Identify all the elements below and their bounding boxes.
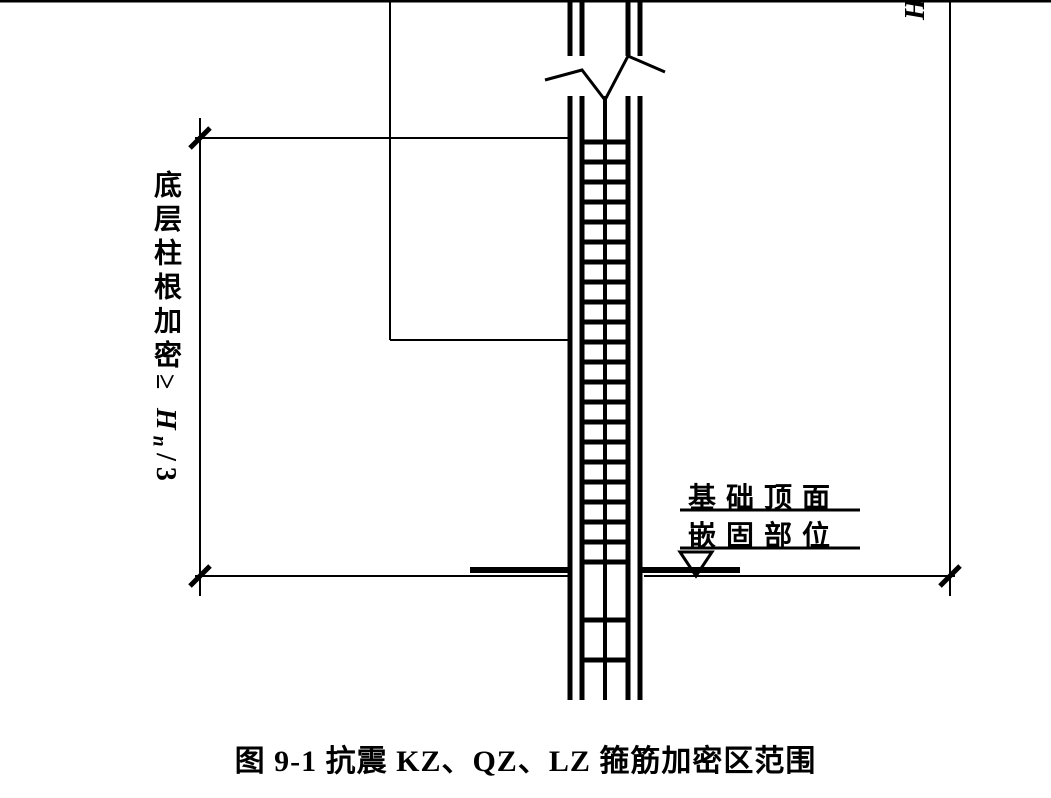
foundation-label-line2: 嵌固部位	[688, 514, 840, 554]
left-dimension-label: 底层柱根加密≥ Hn/3	[145, 170, 185, 590]
right-hn-dimension	[940, 0, 960, 596]
foundation-label-line1: 基础顶面	[688, 476, 840, 516]
figure-caption: 图 9-1 抗震 KZ、QZ、LZ 箍筋加密区范围	[0, 736, 1051, 780]
break-symbol	[545, 56, 665, 100]
leader-line-left	[390, 0, 568, 340]
right-hn-label: Hn	[900, 0, 937, 20]
left-dimension	[190, 118, 210, 596]
column	[545, 0, 665, 700]
